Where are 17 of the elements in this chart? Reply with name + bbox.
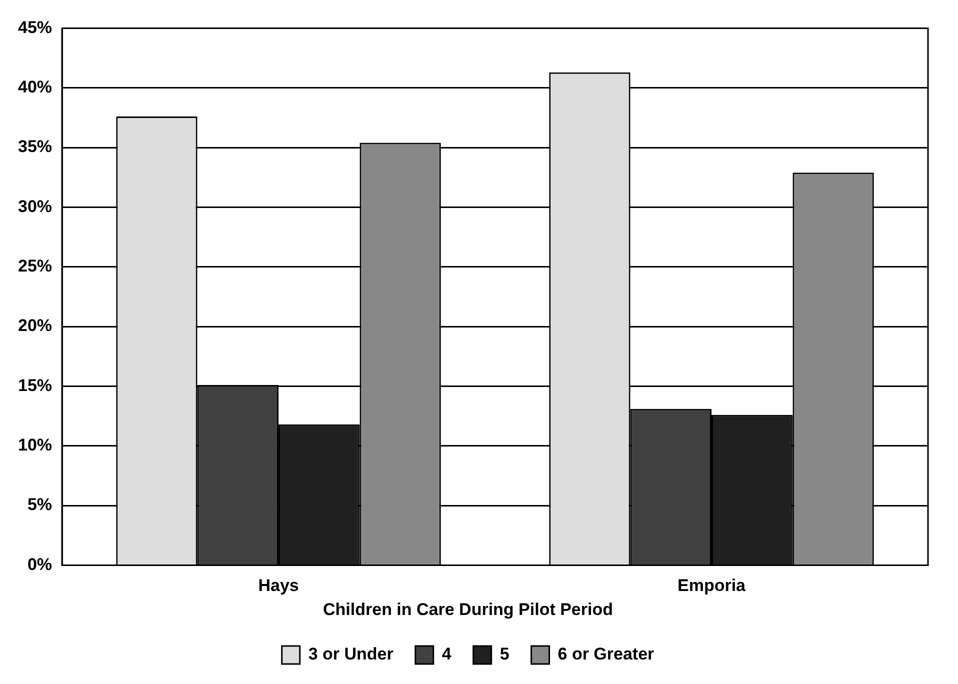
y-tick-label: 35%: [18, 137, 52, 156]
y-tick-label: 20%: [18, 316, 52, 336]
x-tick-label: Emporia: [677, 576, 746, 596]
y-tick-label: 15%: [18, 376, 52, 395]
y-tick-label: 30%: [18, 196, 52, 216]
legend-label: 6 or Greater: [558, 644, 655, 664]
legend-label: 5: [500, 644, 510, 664]
y-tick-label: 25%: [18, 256, 52, 276]
y-tick-label: 0%: [27, 554, 52, 574]
y-tick-label: 5%: [27, 495, 52, 514]
y-tick-label: 10%: [18, 436, 52, 455]
legend-label: 4: [442, 644, 452, 664]
legend-title: Children in Care During Pilot Period: [323, 600, 613, 619]
legend-label: 3 or Under: [308, 644, 394, 664]
x-tick-label: Hays: [258, 576, 299, 596]
y-tick-label: 40%: [18, 78, 52, 97]
y-tick-label: 45%: [18, 18, 52, 37]
